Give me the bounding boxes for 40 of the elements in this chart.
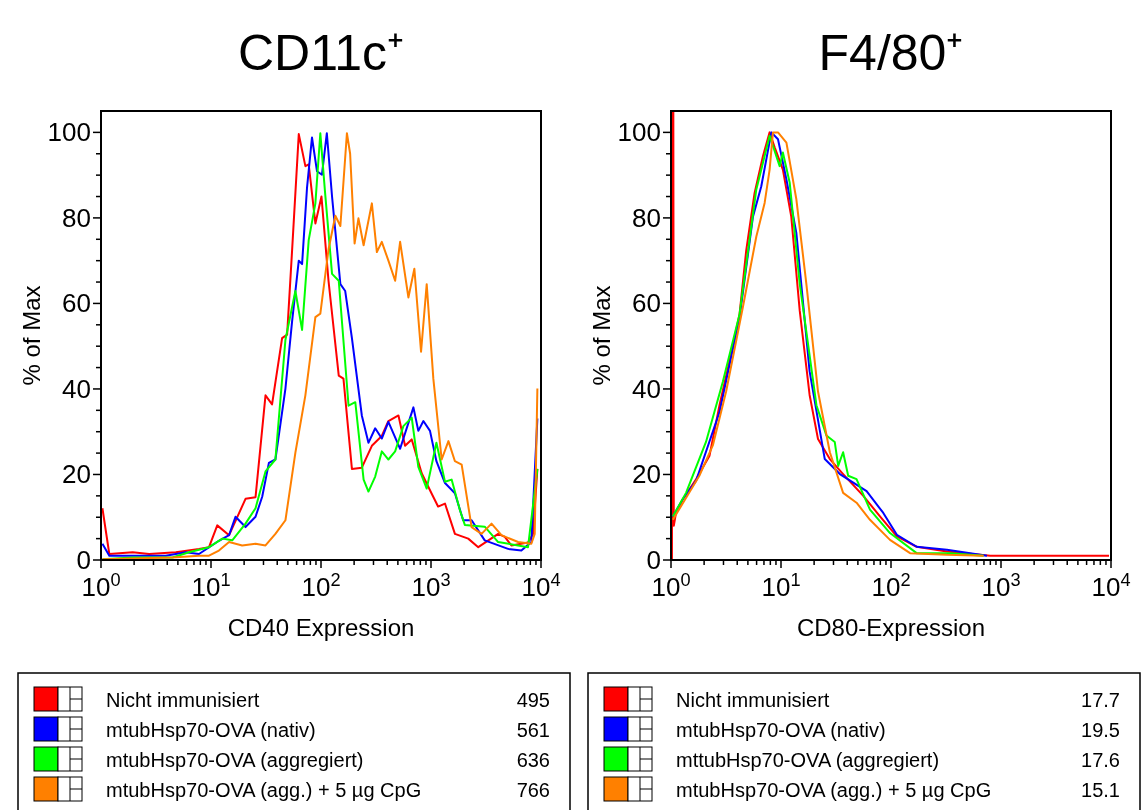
y-tick-label: 60 bbox=[632, 288, 661, 319]
chart-title: F4/80⁺ bbox=[818, 25, 964, 81]
y-axis-title: % of Max bbox=[18, 285, 45, 386]
y-tick-label: 100 bbox=[47, 117, 91, 148]
text: 636 bbox=[516, 749, 550, 771]
x-tick-label: 10$^{2}$ bbox=[301, 570, 341, 602]
x-tick-label: 10$^{3}$ bbox=[411, 570, 451, 602]
legend-label: mttubHsp70-OVA (aggregiert) bbox=[676, 749, 940, 771]
text: 495 bbox=[516, 689, 550, 711]
legend-label: Nicht immunisiert bbox=[106, 689, 260, 711]
y-tick-label: 100 bbox=[617, 117, 661, 148]
x-tick-label: 10$^{2}$ bbox=[871, 570, 911, 602]
x-tick-label: 10$^{4}$ bbox=[521, 570, 561, 602]
x-axis-title: CD80-Expression bbox=[796, 614, 986, 641]
legend-label: mtubHsp70-OVA (nativ) bbox=[106, 719, 316, 741]
legend-label: mtubHsp70-OVA (agg.) + 5 µg CpG bbox=[106, 779, 422, 801]
y-tick-label: 20 bbox=[62, 459, 91, 490]
chart-title: CD11c⁺ bbox=[237, 25, 405, 81]
y-tick-label: 60 bbox=[62, 288, 91, 319]
text: 19.5 bbox=[1081, 719, 1120, 741]
y-tick-label: 40 bbox=[632, 373, 661, 404]
y-tick-label: 40 bbox=[62, 373, 91, 404]
x-tick-label: 10$^{4}$ bbox=[1091, 570, 1131, 602]
text: 17.7 bbox=[1081, 689, 1120, 711]
y-tick-label: 80 bbox=[632, 202, 661, 233]
legend-label: mtubHsp70-OVA (nativ) bbox=[676, 719, 886, 741]
x-tick-label: 10$^{3}$ bbox=[981, 570, 1021, 602]
text: 766 bbox=[516, 779, 550, 801]
x-tick-label: 10$^{1}$ bbox=[761, 570, 801, 602]
text: 17.6 bbox=[1081, 749, 1120, 771]
text: 561 bbox=[516, 719, 550, 741]
x-axis-title: CD40 Expression bbox=[227, 614, 415, 641]
text: 15.1 bbox=[1081, 779, 1120, 801]
legend-label: mtubHsp70-OVA (agg.) + 5 µg CpG bbox=[676, 779, 992, 801]
y-tick-label: 80 bbox=[62, 202, 91, 233]
x-tick-label: 10$^{1}$ bbox=[191, 570, 231, 602]
y-axis-title: % of Max bbox=[588, 285, 615, 386]
legend-label: mtubHsp70-OVA (aggregiert) bbox=[106, 749, 364, 771]
legend-label: Nicht immunisiert bbox=[676, 689, 830, 711]
y-tick-label: 20 bbox=[632, 459, 661, 490]
